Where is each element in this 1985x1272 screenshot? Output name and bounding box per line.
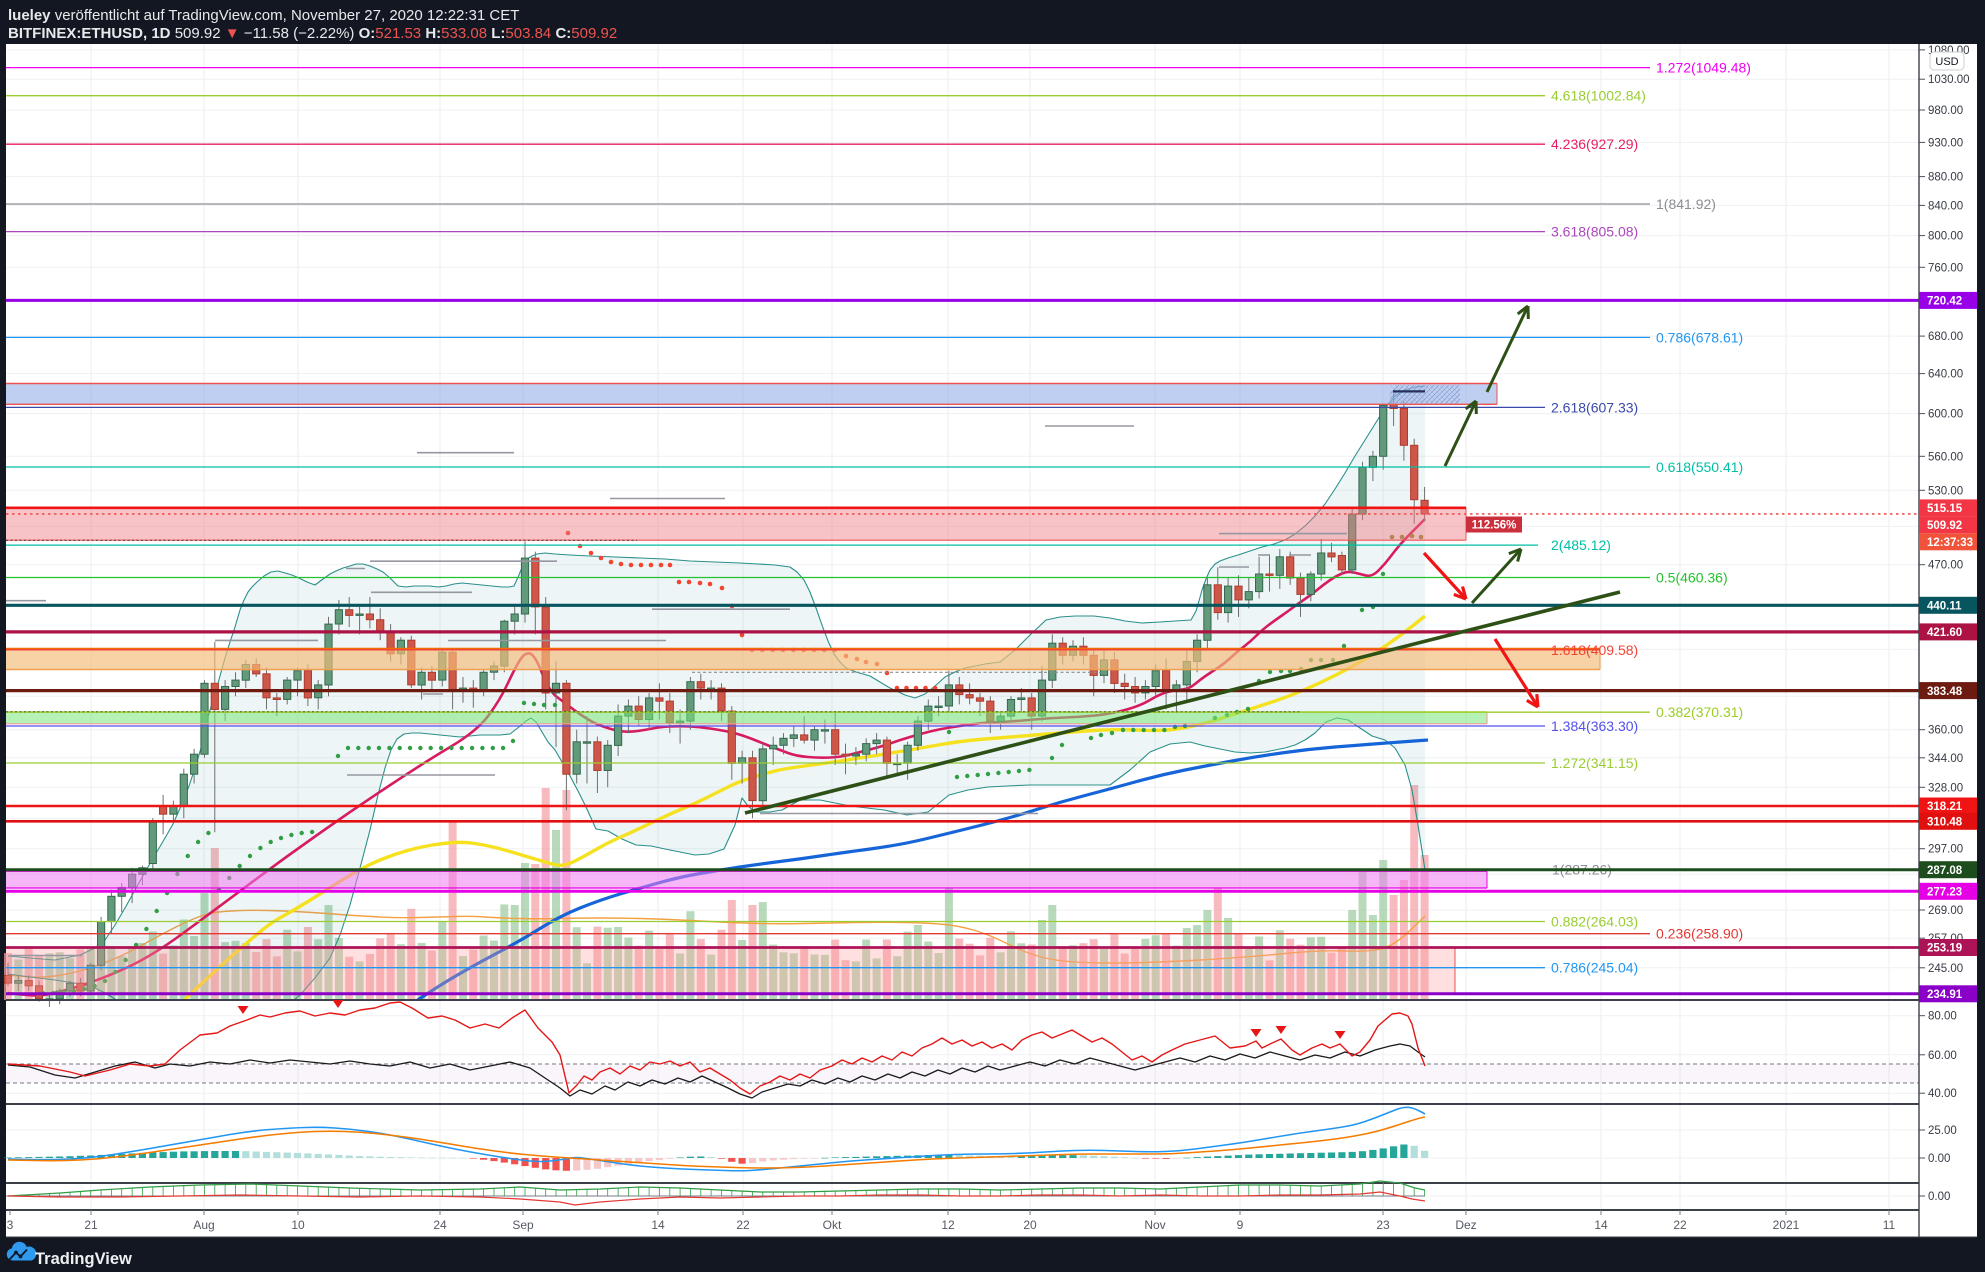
svg-text:760.00: 760.00 xyxy=(1928,262,1963,274)
svg-text:0.786(678.61): 0.786(678.61) xyxy=(1656,329,1743,345)
svg-text:25.00: 25.00 xyxy=(1928,1125,1957,1137)
svg-text:1.272(341.15): 1.272(341.15) xyxy=(1551,755,1638,771)
svg-text:14: 14 xyxy=(1594,1218,1608,1232)
svg-text:112.56%: 112.56% xyxy=(1472,520,1517,532)
svg-text:880.00: 880.00 xyxy=(1928,172,1963,184)
svg-text:Nov: Nov xyxy=(1144,1218,1165,1232)
svg-text:40.00: 40.00 xyxy=(1928,1088,1957,1100)
svg-text:0.5(460.36): 0.5(460.36) xyxy=(1656,570,1728,586)
svg-text:0.618(550.41): 0.618(550.41) xyxy=(1656,459,1743,475)
svg-text:11: 11 xyxy=(1883,1218,1896,1232)
svg-text:4.618(1002.84): 4.618(1002.84) xyxy=(1551,88,1646,104)
svg-text:TradingView: TradingView xyxy=(35,1250,132,1268)
svg-text:560.00: 560.00 xyxy=(1928,451,1963,463)
svg-text:0.00: 0.00 xyxy=(1928,1153,1950,1165)
svg-text:21: 21 xyxy=(84,1218,98,1232)
svg-text:Sep: Sep xyxy=(512,1218,534,1232)
svg-text:310.48: 310.48 xyxy=(1927,817,1963,829)
svg-text:24: 24 xyxy=(433,1218,447,1232)
svg-text:23: 23 xyxy=(1376,1218,1390,1232)
svg-text:1030.00: 1030.00 xyxy=(1928,74,1970,86)
svg-text:0.786(245.04): 0.786(245.04) xyxy=(1551,960,1638,976)
svg-text:3.618(805.08): 3.618(805.08) xyxy=(1551,224,1638,240)
svg-text:Okt: Okt xyxy=(823,1218,842,1232)
svg-text:440.11: 440.11 xyxy=(1927,601,1962,613)
svg-text:287.08: 287.08 xyxy=(1927,865,1963,877)
svg-text:2(485.12): 2(485.12) xyxy=(1551,537,1611,553)
svg-text:20: 20 xyxy=(1023,1218,1037,1232)
svg-text:22: 22 xyxy=(736,1218,750,1232)
svg-text:12:37:33: 12:37:33 xyxy=(1927,537,1973,549)
svg-text:245.00: 245.00 xyxy=(1928,963,1963,975)
svg-text:980.00: 980.00 xyxy=(1928,105,1963,117)
svg-text:14: 14 xyxy=(651,1218,665,1232)
svg-text:277.23: 277.23 xyxy=(1927,887,1962,899)
svg-text:360.00: 360.00 xyxy=(1928,725,1963,737)
svg-text:10: 10 xyxy=(291,1218,305,1232)
svg-text:640.00: 640.00 xyxy=(1928,369,1963,381)
svg-text:297.00: 297.00 xyxy=(1928,844,1963,856)
svg-text:800.00: 800.00 xyxy=(1928,231,1963,243)
svg-text:269.00: 269.00 xyxy=(1928,905,1963,917)
svg-text:253.19: 253.19 xyxy=(1927,943,1962,955)
svg-text:720.42: 720.42 xyxy=(1927,296,1962,308)
svg-text:1.272(1049.48): 1.272(1049.48) xyxy=(1656,60,1751,76)
svg-text:4.236(927.29): 4.236(927.29) xyxy=(1551,136,1638,152)
svg-text:1.618(409.58): 1.618(409.58) xyxy=(1551,642,1638,658)
svg-text:0.236(258.90): 0.236(258.90) xyxy=(1656,926,1743,942)
svg-text:328.00: 328.00 xyxy=(1928,782,1963,794)
svg-text:Dez: Dez xyxy=(1455,1218,1476,1232)
svg-text:234.91: 234.91 xyxy=(1927,989,1963,1001)
svg-text:0.882(264.03): 0.882(264.03) xyxy=(1551,914,1638,930)
svg-text:80.00: 80.00 xyxy=(1928,1011,1957,1023)
svg-text:1.384(363.30): 1.384(363.30) xyxy=(1551,718,1638,734)
svg-text:Aug: Aug xyxy=(193,1218,214,1232)
svg-text:515.15: 515.15 xyxy=(1927,503,1963,515)
svg-text:12: 12 xyxy=(941,1218,955,1232)
svg-text:60.00: 60.00 xyxy=(1928,1050,1957,1062)
svg-text:0.382(370.31): 0.382(370.31) xyxy=(1656,704,1743,720)
svg-text:1(841.92): 1(841.92) xyxy=(1656,196,1716,212)
svg-text:lueley veröffentlicht auf Trad: lueley veröffentlicht auf TradingView.co… xyxy=(8,7,519,24)
svg-text:600.00: 600.00 xyxy=(1928,409,1963,421)
svg-text:22: 22 xyxy=(1673,1218,1687,1232)
svg-text:530.00: 530.00 xyxy=(1928,485,1963,497)
svg-text:680.00: 680.00 xyxy=(1928,331,1963,343)
svg-text:9: 9 xyxy=(1237,1218,1244,1232)
svg-text:840.00: 840.00 xyxy=(1928,200,1963,212)
svg-text:2.618(607.33): 2.618(607.33) xyxy=(1551,399,1638,415)
svg-text:318.21: 318.21 xyxy=(1927,801,1963,813)
svg-text:470.00: 470.00 xyxy=(1928,560,1963,572)
svg-text:344.00: 344.00 xyxy=(1928,753,1963,765)
svg-text:USD: USD xyxy=(1935,56,1958,68)
svg-text:BITFINEX:ETHUSD, 1D 509.92 ▼: BITFINEX:ETHUSD, 1D 509.92 ▼ −11.58 (−2.… xyxy=(8,25,617,42)
svg-text:3: 3 xyxy=(7,1218,14,1232)
svg-text:930.00: 930.00 xyxy=(1928,137,1963,149)
svg-text:421.60: 421.60 xyxy=(1927,627,1962,639)
svg-text:0.00: 0.00 xyxy=(1928,1191,1950,1203)
svg-text:509.92: 509.92 xyxy=(1927,520,1962,532)
svg-text:383.48: 383.48 xyxy=(1927,686,1963,698)
svg-text:2021: 2021 xyxy=(1773,1218,1800,1232)
